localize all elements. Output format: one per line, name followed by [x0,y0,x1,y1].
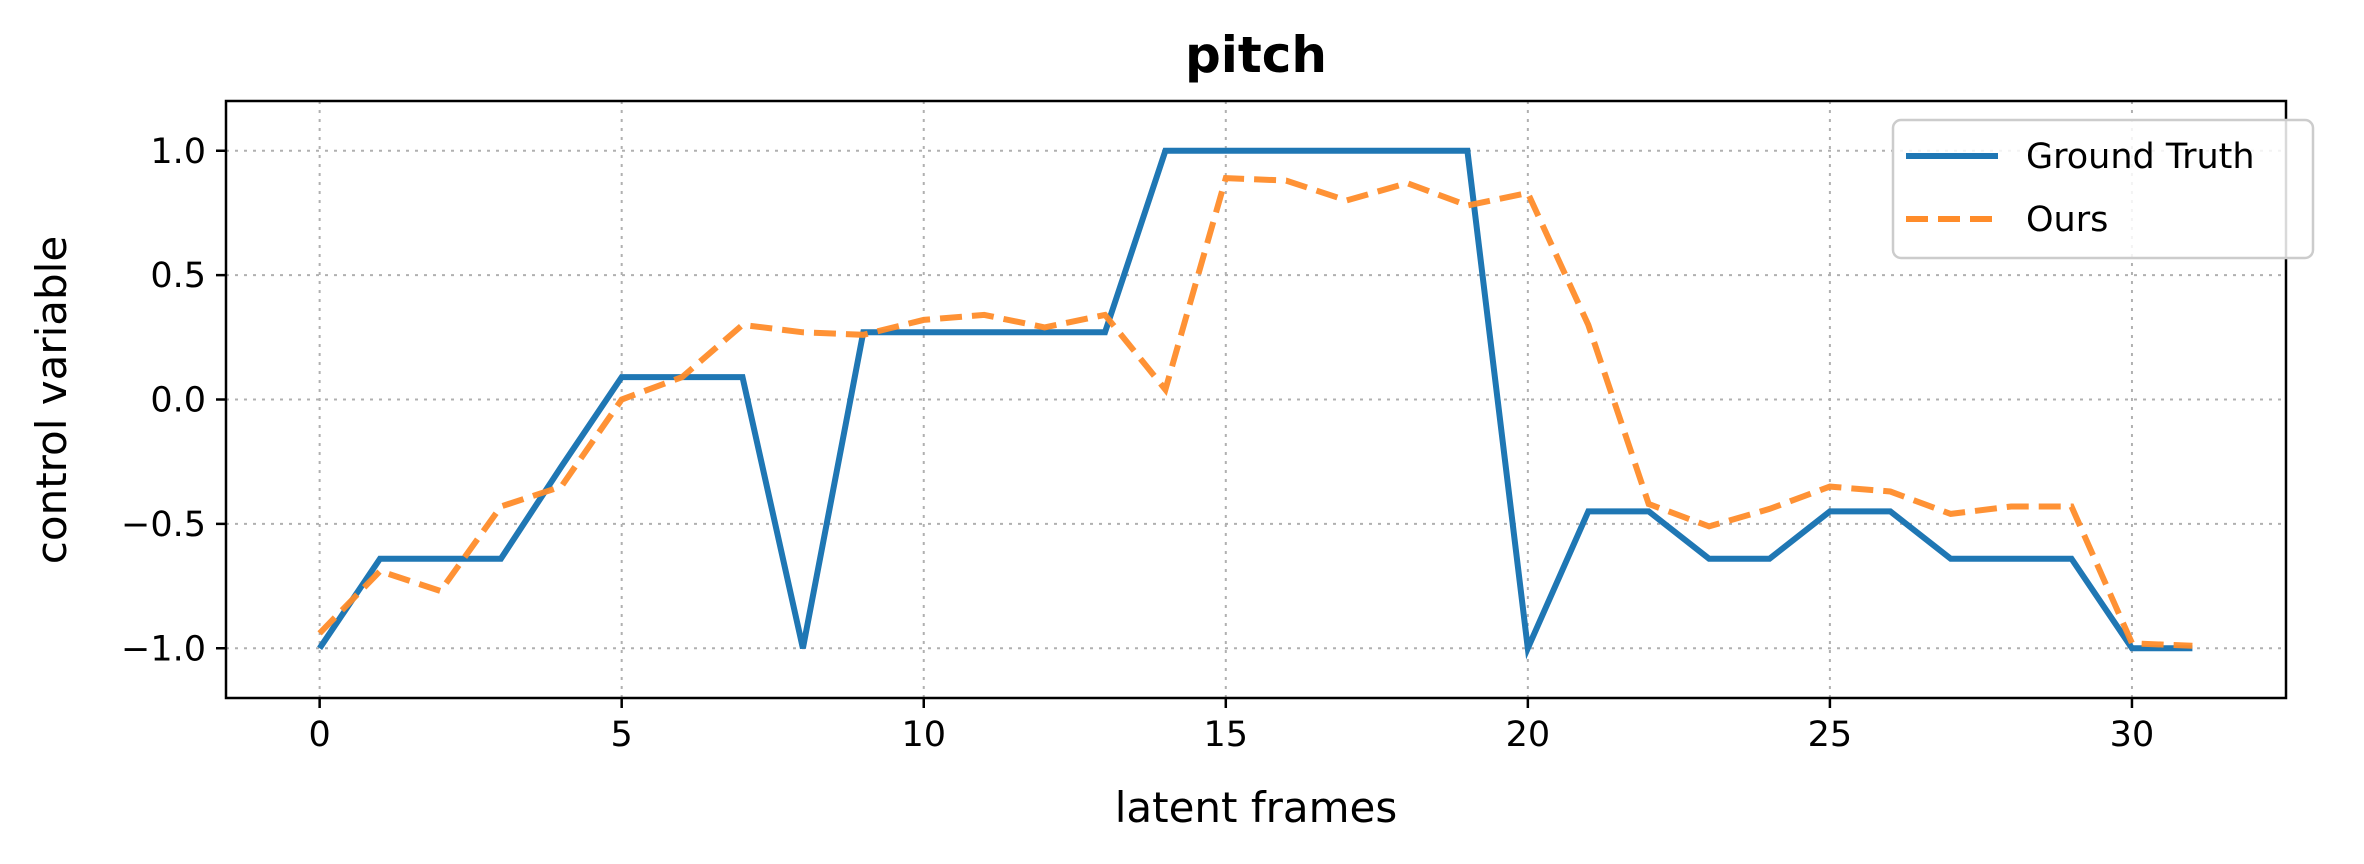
x-tick-label: 20 [1506,715,1551,755]
x-axis-label: latent frames [1115,783,1398,832]
chart-title: pitch [1185,26,1327,84]
x-tick-label: 15 [1204,715,1249,755]
series-line-ground-truth [317,147,2193,660]
y-tick-label: −1.0 [121,629,206,669]
legend-label-ground-truth: Ground Truth [2026,137,2255,177]
series-line-ours [317,175,2193,649]
y-axis-label: control variable [27,236,76,564]
x-tick-label: 25 [1808,715,1853,755]
x-tick-label: 0 [308,715,330,755]
legend: Ground Truth Ours [1891,118,2315,260]
y-tick-label: −0.5 [121,505,206,545]
legend-label-ours: Ours [2026,200,2108,240]
x-tick-label: 30 [2110,715,2155,755]
x-tick-label: 5 [611,715,633,755]
series-layer [317,147,2193,660]
y-tick-label: 0.5 [150,256,206,296]
y-tick-label: 0.0 [150,381,206,421]
x-tick-label: 10 [901,715,946,755]
grid-layer [226,101,2286,698]
y-tick-label: 1.0 [150,132,206,172]
tick-layer: 0 5 10 15 20 25 30 −1.0 −0.5 0.0 0.5 1.0 [121,132,2154,755]
